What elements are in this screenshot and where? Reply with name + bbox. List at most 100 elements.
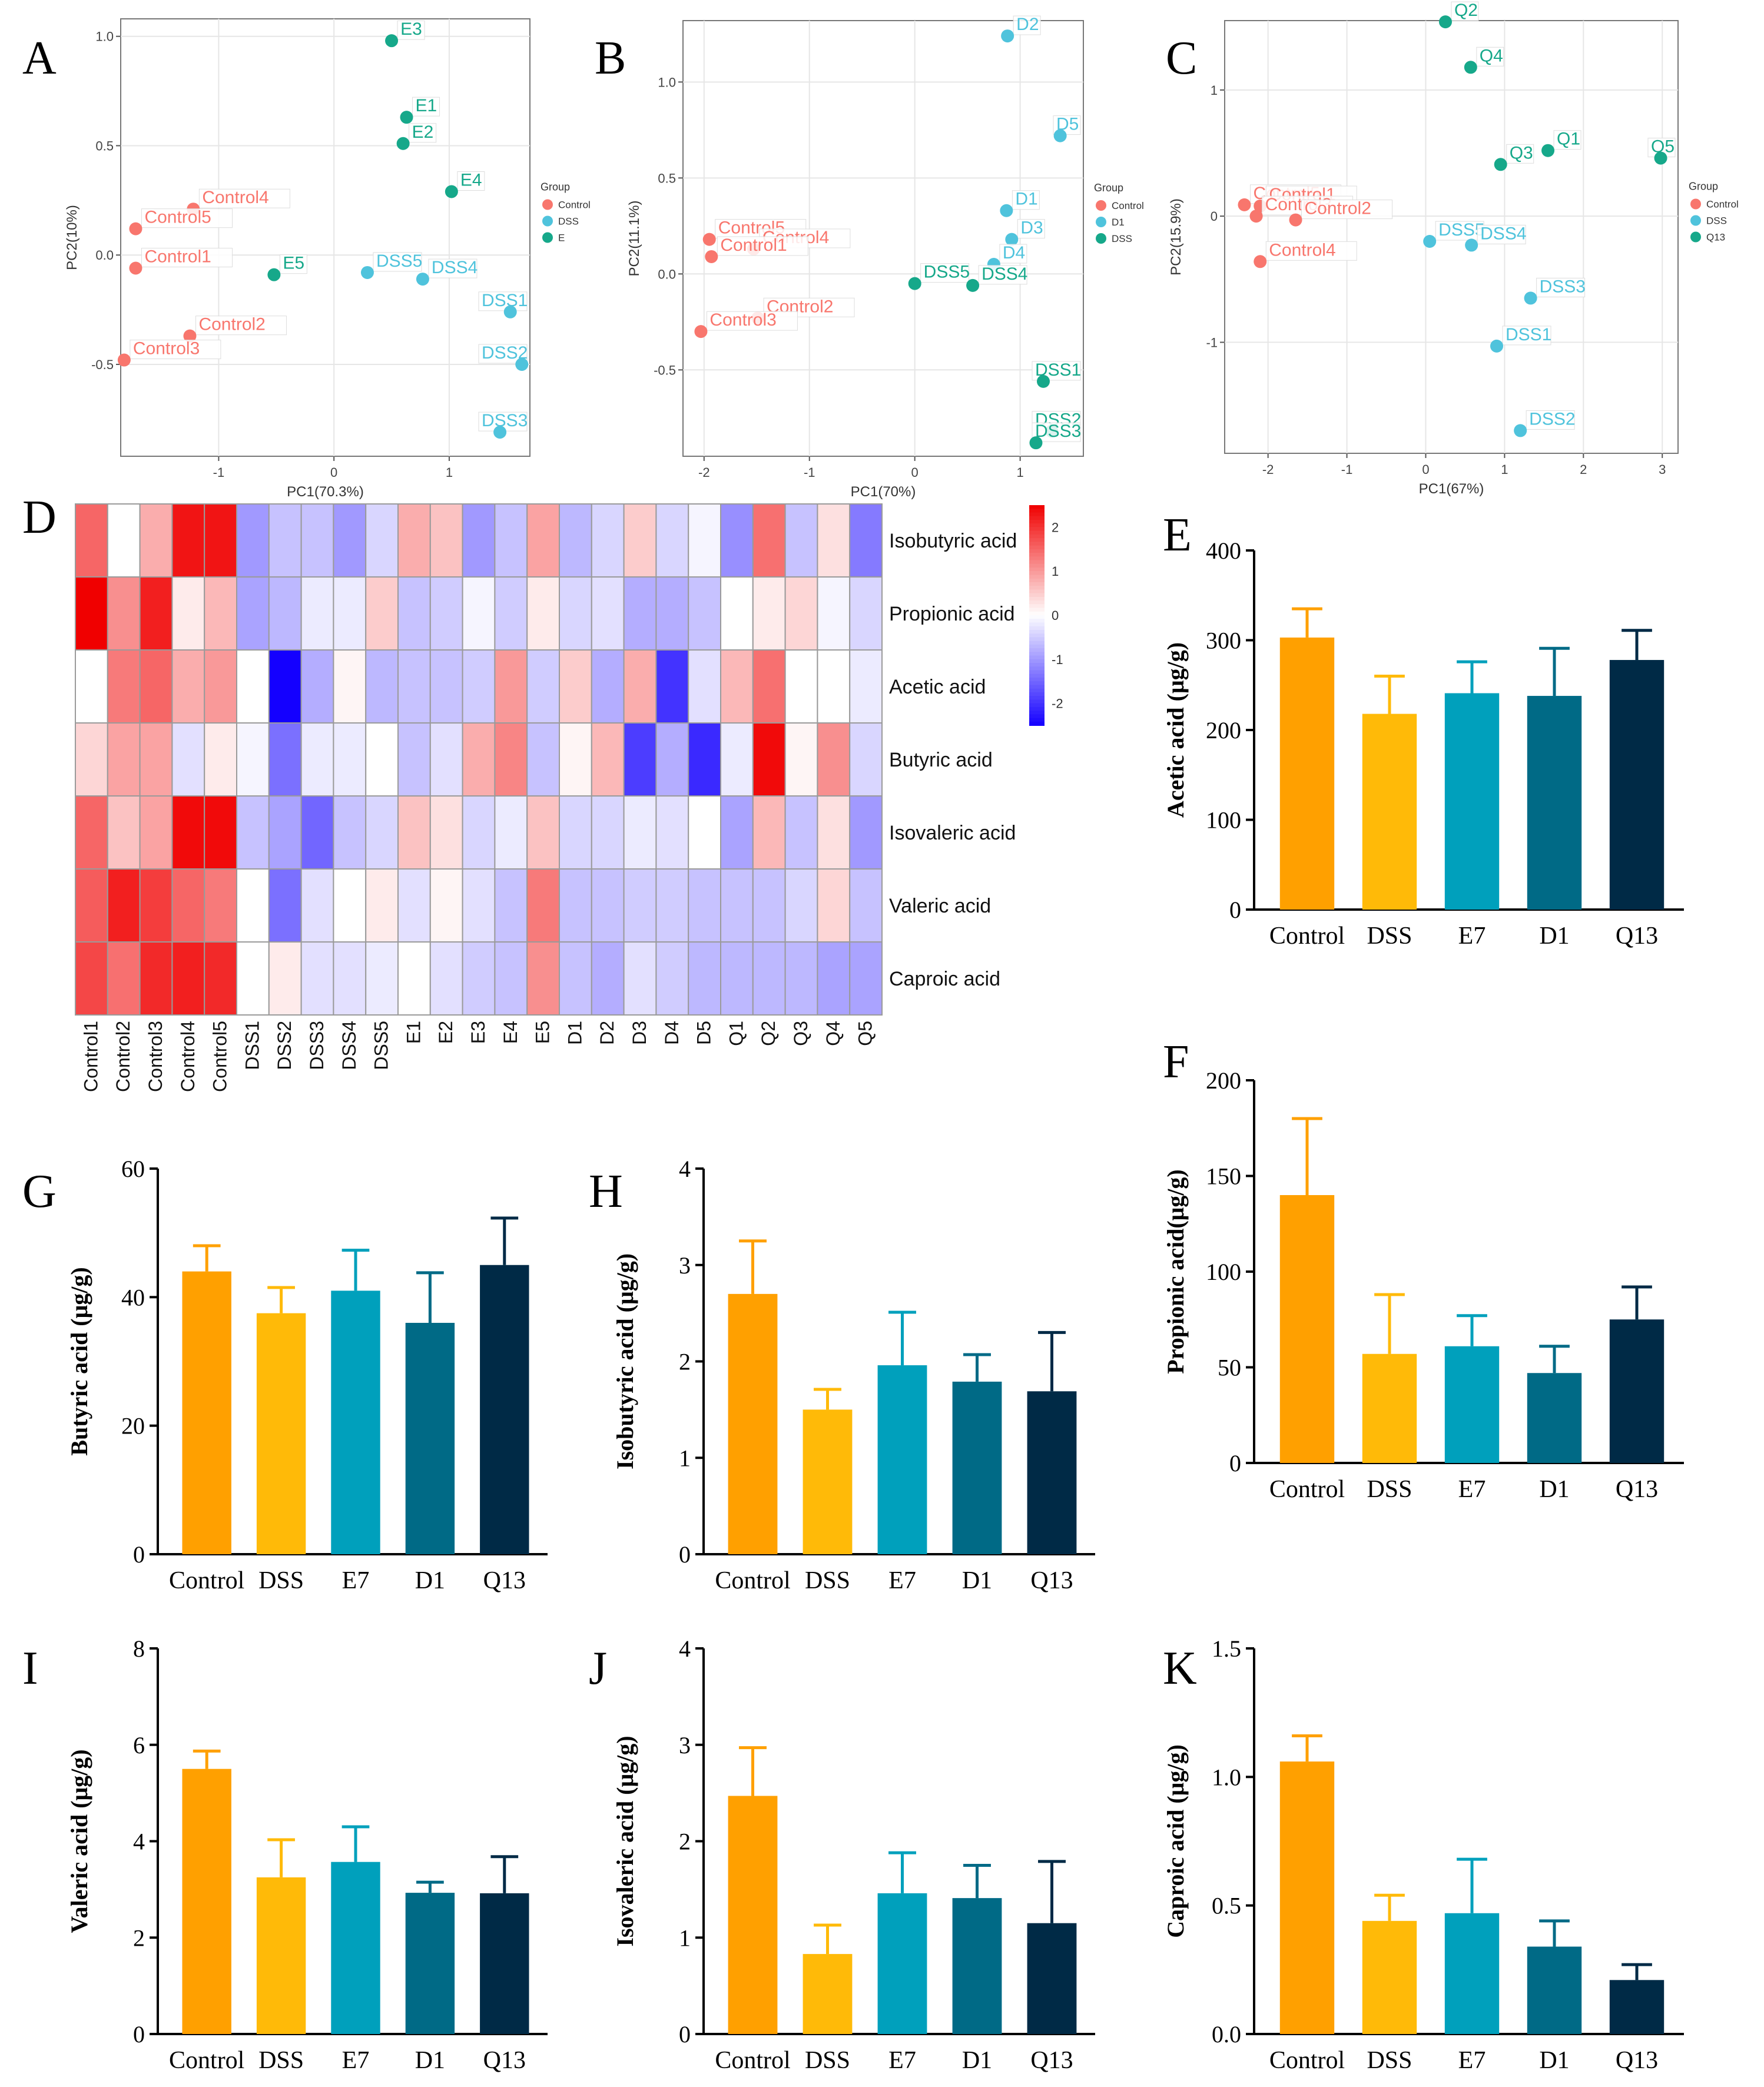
heatmap-cell (397, 649, 431, 724)
point-label: Control5 (144, 208, 211, 227)
heatmap-cell (462, 576, 496, 651)
heatmap-cell (559, 941, 592, 1016)
point-label-box (1477, 224, 1526, 244)
heatmap-cell (139, 722, 173, 797)
legend-marker (542, 232, 553, 243)
point-label: D1 (1015, 190, 1037, 209)
scale-segment (1029, 666, 1045, 671)
heatmap-column-label: DSS1 (241, 1021, 263, 1070)
scale-segment (1029, 685, 1045, 689)
x-tick-label: Q13 (1030, 2047, 1073, 2074)
point-label: DSS3 (482, 411, 528, 430)
x-tick-label: Q13 (1616, 2047, 1658, 2074)
x-tick-label: DSS (258, 2047, 304, 2074)
bar-dss (1362, 714, 1417, 910)
heatmap-cell (107, 941, 141, 1016)
y-tick-label: -1 (1206, 335, 1218, 350)
scale-segment (1029, 663, 1045, 668)
bar-e7 (877, 1365, 927, 1554)
x-tick-label: E7 (1458, 1476, 1486, 1503)
sample-point (400, 111, 413, 124)
x-tick-label: D1 (415, 1567, 445, 1594)
heatmap-cell (623, 722, 657, 797)
bar-d1 (1527, 1946, 1582, 2034)
legend-marker (1096, 217, 1106, 227)
sample-point (1005, 233, 1019, 246)
heatmap-cell (526, 649, 561, 724)
heatmap-cell (365, 941, 399, 1016)
x-tick-label: Q13 (483, 2047, 526, 2074)
heatmap-cell (752, 649, 786, 724)
heatmap-column-label: Q1 (725, 1021, 747, 1046)
heatmap-cell (784, 722, 818, 797)
heatmap-cell (333, 576, 367, 651)
heatmap-cell (817, 868, 851, 943)
heatmap-cell (268, 941, 302, 1016)
scale-segment (1029, 644, 1045, 649)
point-label: Control4 (202, 188, 268, 207)
scale-segment (1029, 670, 1045, 675)
heatmap-row-label: Valeric acid (889, 895, 991, 917)
sample-point (705, 250, 718, 263)
point-label-box (457, 171, 485, 191)
heatmap-cell (397, 503, 431, 578)
y-tick-label: 400 (1206, 537, 1241, 564)
bar-control (728, 1293, 778, 1554)
heatmap-cell (720, 722, 754, 797)
sample-point (385, 34, 399, 48)
point-label-box (130, 340, 221, 360)
bar-panel-K: K 0.0 0.5 1.0 1.5 Caproic acid (μg/g) Control D… (1162, 1635, 1684, 2074)
x-tick-label: DSS (1367, 923, 1412, 950)
sample-point (1000, 204, 1013, 217)
panel-label: G (22, 1166, 57, 1217)
y-tick-label: 1.0 (658, 75, 676, 89)
heatmap-cell (591, 868, 625, 943)
scale-segment (1029, 608, 1045, 612)
y-tick-label: 2 (133, 1925, 145, 1951)
sample-point (503, 305, 517, 318)
sample-point (1541, 144, 1555, 157)
x-tick-label: DSS (1367, 1476, 1412, 1503)
x-tick-label: Control (1269, 1476, 1345, 1503)
heatmap-cell (559, 795, 592, 870)
point-label: E4 (460, 170, 482, 190)
sample-point (1238, 198, 1251, 211)
heatmap-cell (365, 503, 399, 578)
bar-panel-F: F 0 50 100 150 200 Propionic acid(μg/g) Control… (1162, 1036, 1684, 1503)
y-tick-label: 1 (679, 1445, 691, 1471)
heatmap-cell (75, 795, 108, 870)
point-label-box (409, 123, 437, 143)
heatmap-cell (171, 722, 205, 797)
x-tick-label: Control (1269, 923, 1345, 950)
y-tick-label: 3 (679, 1732, 691, 1758)
heatmap-cell (268, 576, 302, 651)
bar-dss (256, 1877, 306, 2034)
heatmap-cell (817, 722, 851, 797)
x-tick-label: E7 (888, 2047, 916, 2074)
heatmap-column-label: E4 (500, 1021, 521, 1044)
bar-d1 (1527, 696, 1582, 910)
scale-segment (1029, 600, 1045, 605)
heatmap-cell (236, 722, 270, 797)
scale-segment (1029, 681, 1045, 686)
y-tick-label: 100 (1206, 1259, 1241, 1285)
heatmap-row-label: Butyric acid (889, 749, 993, 771)
heatmap-cell (720, 649, 754, 724)
heatmap-cell (526, 795, 561, 870)
sample-point (1438, 15, 1452, 29)
panel-label: D (22, 492, 57, 543)
y-tick-label: 0 (133, 2021, 145, 2048)
x-tick-label: D1 (962, 1567, 992, 1594)
sample-point (966, 278, 980, 292)
bar-panel-G: G 0 20 40 60 Butyric acid (μg/g) Control DSS E7 D… (22, 1156, 548, 1594)
scale-segment (1029, 641, 1045, 645)
scale-segment (1029, 593, 1045, 598)
point-label-box (1526, 410, 1575, 430)
point-label-box (1017, 219, 1045, 239)
heatmap-cell (817, 649, 851, 724)
x-tick-label: D1 (1539, 2047, 1569, 2074)
sample-point (1254, 255, 1267, 268)
panel-label: B (595, 32, 626, 84)
scale-segment (1029, 718, 1045, 722)
panel-label: J (589, 1643, 607, 1694)
